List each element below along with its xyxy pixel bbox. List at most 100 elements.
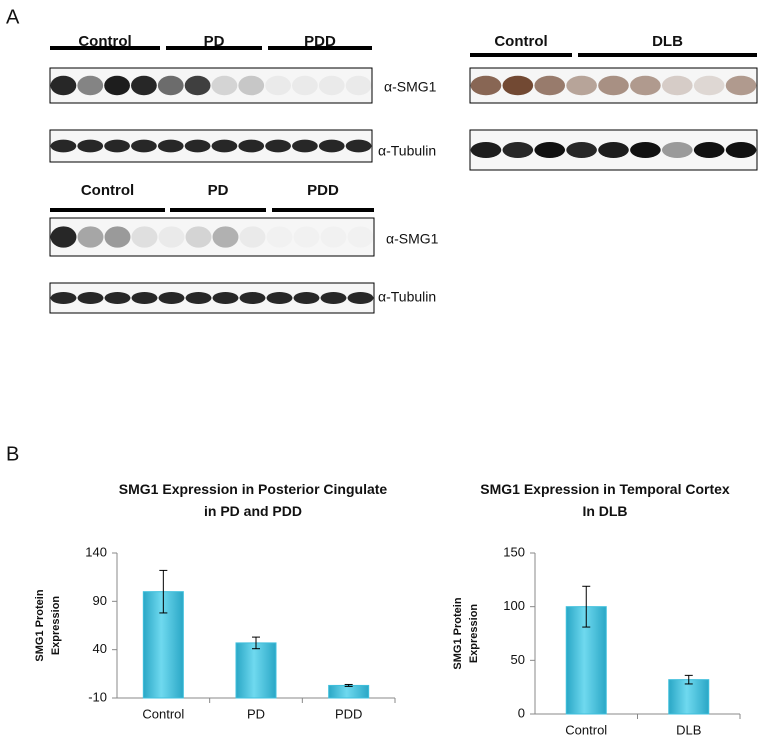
band	[50, 226, 77, 248]
y-tick-label: -10	[88, 689, 107, 704]
y-tick-label: 50	[511, 652, 525, 667]
y-label-line: Expression	[50, 596, 62, 656]
band	[502, 75, 534, 96]
band	[212, 292, 239, 304]
band	[267, 226, 293, 247]
title-line: In DLB	[582, 503, 627, 519]
band	[239, 226, 266, 248]
y-label-line: Expression	[468, 604, 480, 664]
blot-frame	[49, 282, 375, 314]
title-line: SMG1 Expression in Temporal Cortex	[480, 481, 730, 497]
group-bar	[470, 53, 572, 57]
band	[598, 75, 629, 96]
band	[211, 139, 238, 153]
blot-frame	[49, 129, 373, 163]
band	[566, 75, 597, 96]
y-axis-label: SMG1 Protein Expression	[34, 589, 62, 661]
band	[184, 139, 211, 153]
band	[630, 142, 661, 158]
band	[50, 139, 77, 153]
band	[266, 292, 293, 304]
band	[157, 75, 184, 96]
y-axis-label: SMG1 Protein Expression	[452, 597, 480, 669]
band	[661, 142, 693, 158]
title-line: SMG1 Expression in Posterior Cingulate	[119, 481, 388, 497]
blot-frame	[49, 67, 373, 104]
row-label: α-SMG1	[384, 79, 437, 95]
band	[157, 139, 184, 153]
band	[211, 75, 238, 96]
band	[321, 226, 347, 247]
group-label: PDD	[307, 182, 339, 199]
group-bar	[166, 46, 262, 50]
group-label: PDD	[304, 33, 336, 50]
band	[470, 75, 502, 96]
group-bar	[50, 46, 160, 50]
band	[693, 142, 725, 158]
band	[292, 75, 318, 96]
band	[661, 75, 693, 96]
band	[470, 142, 502, 158]
group-label: PD	[208, 182, 229, 199]
band	[265, 139, 291, 153]
error-bar	[684, 674, 693, 685]
group-bar	[50, 208, 165, 212]
y-label-line: SMG1 Protein	[452, 597, 464, 669]
band	[693, 75, 725, 96]
panel-label: A	[6, 6, 20, 28]
error-bar	[252, 636, 260, 650]
group-bar	[272, 208, 374, 212]
band	[320, 292, 347, 304]
x-tick-label: Control	[565, 722, 607, 737]
band	[294, 226, 320, 247]
band	[238, 139, 265, 153]
band	[598, 142, 629, 158]
chart-title: SMG1 Expression in Posterior Cingulate in…	[119, 481, 388, 519]
group-label: PD	[204, 33, 225, 50]
bar	[328, 684, 370, 699]
band	[725, 142, 757, 158]
band	[347, 292, 374, 304]
group-label: Control	[81, 182, 134, 199]
band	[77, 226, 104, 248]
band	[104, 139, 130, 153]
band	[158, 226, 185, 248]
band	[502, 142, 534, 158]
blot-frame	[49, 217, 375, 257]
band	[293, 292, 320, 304]
band	[185, 292, 212, 304]
band	[131, 75, 157, 96]
y-label-line: SMG1 Protein	[34, 589, 46, 661]
band	[345, 139, 372, 153]
error-bar	[582, 585, 591, 628]
band	[348, 226, 374, 247]
band	[725, 75, 757, 96]
chart-title: SMG1 Expression in Temporal Cortex In DLB	[480, 481, 730, 519]
error-bar	[344, 683, 353, 687]
band	[239, 292, 266, 304]
band	[77, 139, 104, 153]
band	[104, 226, 131, 248]
y-tick-label: 0	[518, 705, 525, 720]
group-bar	[268, 46, 372, 50]
x-tick-label: DLB	[676, 722, 701, 737]
row-label: α-Tubulin	[378, 289, 436, 305]
band	[104, 75, 130, 96]
error-bar	[159, 569, 168, 614]
band	[318, 139, 345, 153]
band	[345, 75, 372, 96]
band	[212, 226, 239, 248]
band	[184, 75, 211, 96]
band	[50, 292, 77, 304]
panel-label: B	[6, 443, 19, 465]
band	[238, 75, 265, 96]
y-tick-label: 150	[503, 544, 525, 559]
band	[77, 292, 104, 304]
band	[630, 75, 661, 96]
y-tick-label: 100	[503, 598, 525, 613]
band	[534, 142, 566, 158]
band	[318, 75, 345, 96]
group-label: DLB	[652, 33, 683, 50]
bar	[235, 642, 277, 699]
